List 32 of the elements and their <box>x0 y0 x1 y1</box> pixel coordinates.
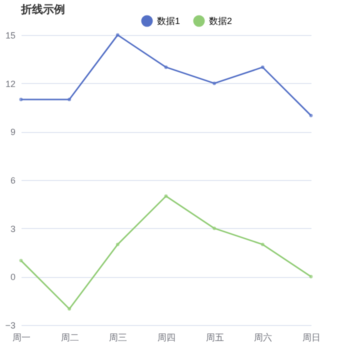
x-tick-label: 周一 <box>12 332 30 342</box>
legend-label: 数据2 <box>209 16 232 26</box>
x-tick-label: 周日 <box>302 332 320 342</box>
y-tick-label: 9 <box>10 127 16 138</box>
point <box>164 65 168 69</box>
point <box>116 242 120 246</box>
x-tick-label: 周二 <box>60 332 79 342</box>
point <box>212 226 216 230</box>
point <box>116 33 120 37</box>
y-tick-label: 3 <box>10 224 16 234</box>
y-tick-label: 0 <box>10 272 16 282</box>
point <box>68 307 72 311</box>
x-tick-label: 周六 <box>254 332 272 342</box>
point <box>164 194 168 198</box>
y-tick-label: 12 <box>5 78 16 89</box>
point <box>309 114 313 118</box>
point <box>19 98 23 102</box>
legend-label: 数据1 <box>157 16 180 26</box>
point <box>260 65 264 69</box>
y-tick-label: 15 <box>5 30 16 40</box>
x-tick-label: 周四 <box>158 332 176 342</box>
point <box>212 82 216 86</box>
point <box>260 242 264 246</box>
point <box>19 258 23 262</box>
line-series <box>19 194 313 311</box>
y-tick-label: 6 <box>10 176 16 186</box>
x-tick-label: 周五 <box>206 332 224 342</box>
point <box>68 98 72 102</box>
point <box>309 274 313 278</box>
y-tick-label: −3 <box>5 320 16 330</box>
x-tick-label: 周三 <box>109 332 128 342</box>
chart-title: 折线示例 <box>20 3 65 16</box>
